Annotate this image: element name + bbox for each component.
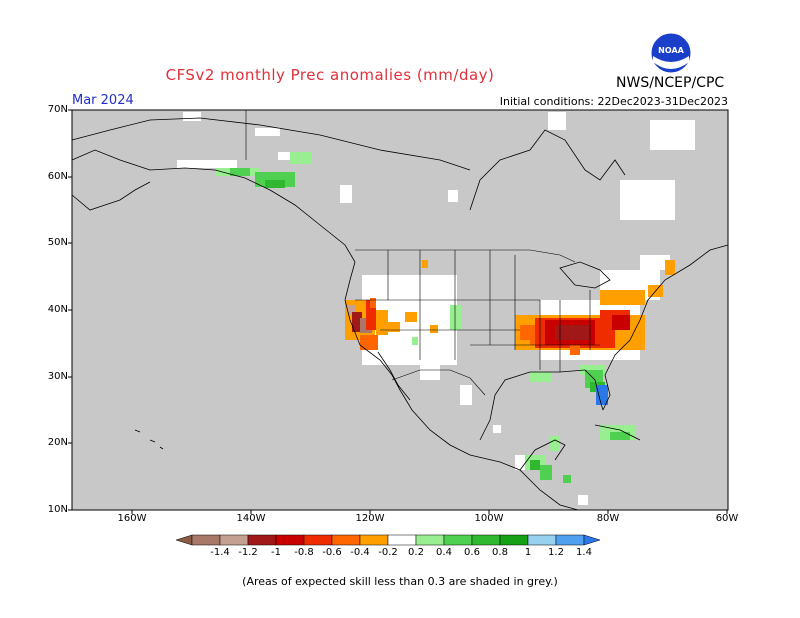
lon-label-100w: 100W (474, 513, 504, 524)
lat-label-10n: 10N (47, 504, 68, 515)
lon-label-160w: 160W (117, 513, 147, 524)
lon-label-120w: 120W (355, 513, 385, 524)
initial-conditions: Initial conditions: 22Dec2023-31Dec2023 (499, 95, 728, 108)
dry-patches (345, 260, 675, 355)
agency-label: NWS/NCEP/CPC (616, 75, 725, 91)
noaa-logo: NOAA (650, 32, 692, 74)
colorbar-max-arrow (583, 534, 601, 546)
lon-label-60w: 60W (715, 513, 739, 524)
colorbar-label: -0.8 (294, 547, 314, 558)
colorbar-swatch (219, 534, 249, 546)
colorbar-label: 0.2 (408, 547, 424, 558)
forecast-period: Mar 2024 (72, 93, 134, 108)
lat-label-60n: 60N (47, 171, 68, 182)
noaa-logo-text: NOAA (658, 46, 684, 55)
colorbar (175, 534, 601, 546)
lon-label-80w: 80W (596, 513, 620, 524)
colorbar-swatch (247, 534, 277, 546)
colorbar-swatch (471, 534, 501, 546)
colorbar-label: -0.6 (322, 547, 342, 558)
colorbar-swatch (331, 534, 361, 546)
colorbar-swatch (303, 534, 333, 546)
lat-label-30n: 30N (47, 371, 68, 382)
colorbar-min-arrow (175, 534, 193, 546)
colorbar-swatch (387, 534, 417, 546)
lat-label-20n: 20N (47, 437, 68, 448)
colorbar-swatch (191, 534, 221, 546)
colorbar-label: -0.2 (378, 547, 398, 558)
colorbar-label: 1.4 (576, 547, 592, 558)
colorbar-swatch (359, 534, 389, 546)
coastlines (71, 117, 729, 511)
colorbar-label: 1 (524, 547, 532, 558)
colorbar-swatch (443, 534, 473, 546)
borders (245, 110, 600, 396)
colorbar-label: 0.8 (492, 547, 508, 558)
skill-footnote: (Areas of expected skill less than 0.3 a… (242, 575, 558, 588)
lat-label-50n: 50N (47, 237, 68, 248)
lon-label-140w: 140W (236, 513, 266, 524)
colorbar-label: 0.6 (464, 547, 480, 558)
tick-marks (68, 109, 728, 514)
colorbar-label: -1 (271, 547, 281, 558)
colorbar-swatch (555, 534, 585, 546)
map-title: CFSv2 monthly Prec anomalies (mm/day) (165, 66, 495, 84)
colorbar-label: 0.4 (436, 547, 452, 558)
lat-label-40n: 40N (47, 304, 68, 315)
lat-label-70n: 70N (47, 104, 68, 115)
colorbar-swatch (499, 534, 529, 546)
colorbar-label: -0.4 (350, 547, 370, 558)
colorbar-swatch (275, 534, 305, 546)
colorbar-swatch (527, 534, 557, 546)
colorbar-label: 1.2 (548, 547, 564, 558)
colorbar-label: -1.4 (210, 547, 230, 558)
colorbar-swatch (415, 534, 445, 546)
colorbar-label: -1.2 (238, 547, 258, 558)
